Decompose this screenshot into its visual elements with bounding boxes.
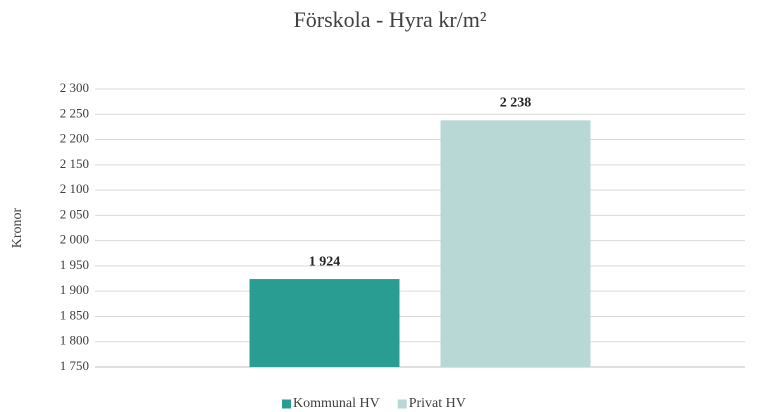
bar xyxy=(249,279,400,367)
y-tick-label: 1 950 xyxy=(60,257,89,272)
y-tick-label: 2 250 xyxy=(60,105,89,120)
y-tick-label: 1 800 xyxy=(60,333,89,348)
y-tick-label: 2 150 xyxy=(60,156,89,171)
legend-label: Privat HV xyxy=(409,396,466,411)
y-tick-label: 2 050 xyxy=(60,206,89,221)
legend-swatch xyxy=(397,399,407,409)
y-tick-label: 1 900 xyxy=(60,282,89,297)
legend-swatch xyxy=(282,399,291,409)
value-label: 1 924 xyxy=(309,254,341,269)
chart-title: Förskola - Hyra kr/m² xyxy=(294,7,487,32)
legend-label: Kommunal HV xyxy=(293,396,380,411)
y-tick-label: 1 850 xyxy=(60,307,89,322)
value-label: 2 238 xyxy=(500,96,532,111)
bar xyxy=(440,120,591,367)
y-tick-label: 2 000 xyxy=(60,232,89,247)
y-tick-label: 2 100 xyxy=(60,181,89,196)
y-axis-title: Kronor xyxy=(10,207,25,248)
y-tick-label: 2 300 xyxy=(60,80,89,95)
y-tick-label: 2 200 xyxy=(60,131,89,146)
y-tick-label: 1 750 xyxy=(60,358,89,373)
